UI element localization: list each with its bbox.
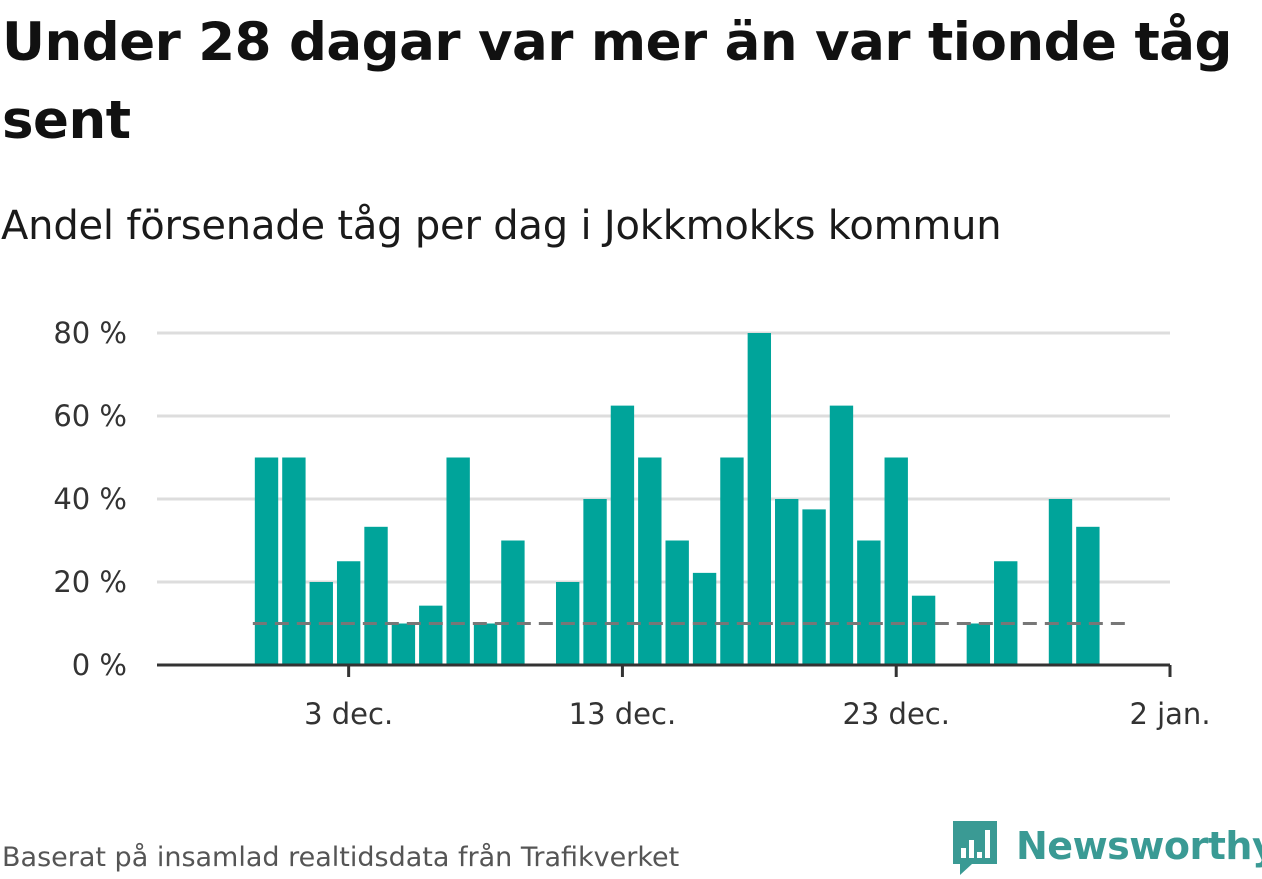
bar [446, 457, 470, 665]
brand-name: Newsworthy [1016, 824, 1262, 868]
bar [501, 540, 525, 665]
bar [1076, 526, 1100, 665]
x-tick-label: 13 dec. [569, 697, 677, 731]
bar [829, 405, 854, 665]
bar [966, 623, 991, 665]
bar [994, 561, 1018, 665]
x-tick-label: 23 dec. [842, 697, 950, 731]
y-tick-label: 60 % [53, 399, 127, 433]
bar [857, 540, 881, 665]
bar [911, 595, 936, 665]
x-axis-labels: 3 dec. 13 dec. 23 dec. 2 jan. [304, 697, 1210, 731]
bar [665, 540, 689, 665]
bar [391, 623, 416, 665]
bar [720, 457, 744, 665]
newsworthy-logo: Newsworthy [950, 818, 1262, 878]
bar [638, 457, 662, 665]
newsworthy-logo-icon [953, 821, 997, 875]
x-tick-label: 2 jan. [1129, 697, 1210, 731]
chart-subtitle: Andel försenade tåg per dag i Jokkmokks … [1, 203, 1002, 249]
bar [364, 526, 388, 665]
bar-series [254, 333, 1100, 665]
y-axis-labels: 0 % 20 % 40 % 60 % 80 % [53, 316, 127, 682]
bar-chart: 0 % 20 % 40 % 60 % 80 % 3 dec. 13 dec. 23 dec.… [53, 316, 1210, 731]
bar [884, 457, 908, 665]
y-tick-label: 20 % [53, 565, 127, 599]
chart-title: Under 28 dagar var mer än var tionde tåg… [2, 12, 1232, 151]
bar [775, 499, 799, 665]
bar [583, 499, 607, 665]
y-tick-label: 40 % [53, 482, 127, 516]
bar [254, 457, 279, 665]
y-tick-label: 0 % [72, 648, 127, 682]
bar [336, 561, 361, 665]
bar [282, 457, 306, 665]
x-tick-label: 3 dec. [304, 697, 393, 731]
x-axis [157, 663, 1172, 677]
bar [747, 333, 772, 665]
y-tick-label: 80 % [53, 316, 127, 350]
source-note: Baserat på insamlad realtidsdata från Tr… [2, 842, 680, 873]
bar [1048, 499, 1073, 665]
bar [473, 623, 498, 665]
bar [692, 572, 717, 665]
bar [610, 405, 635, 665]
grid-lines [157, 331, 1170, 584]
bar [419, 605, 443, 665]
bar [802, 509, 826, 665]
